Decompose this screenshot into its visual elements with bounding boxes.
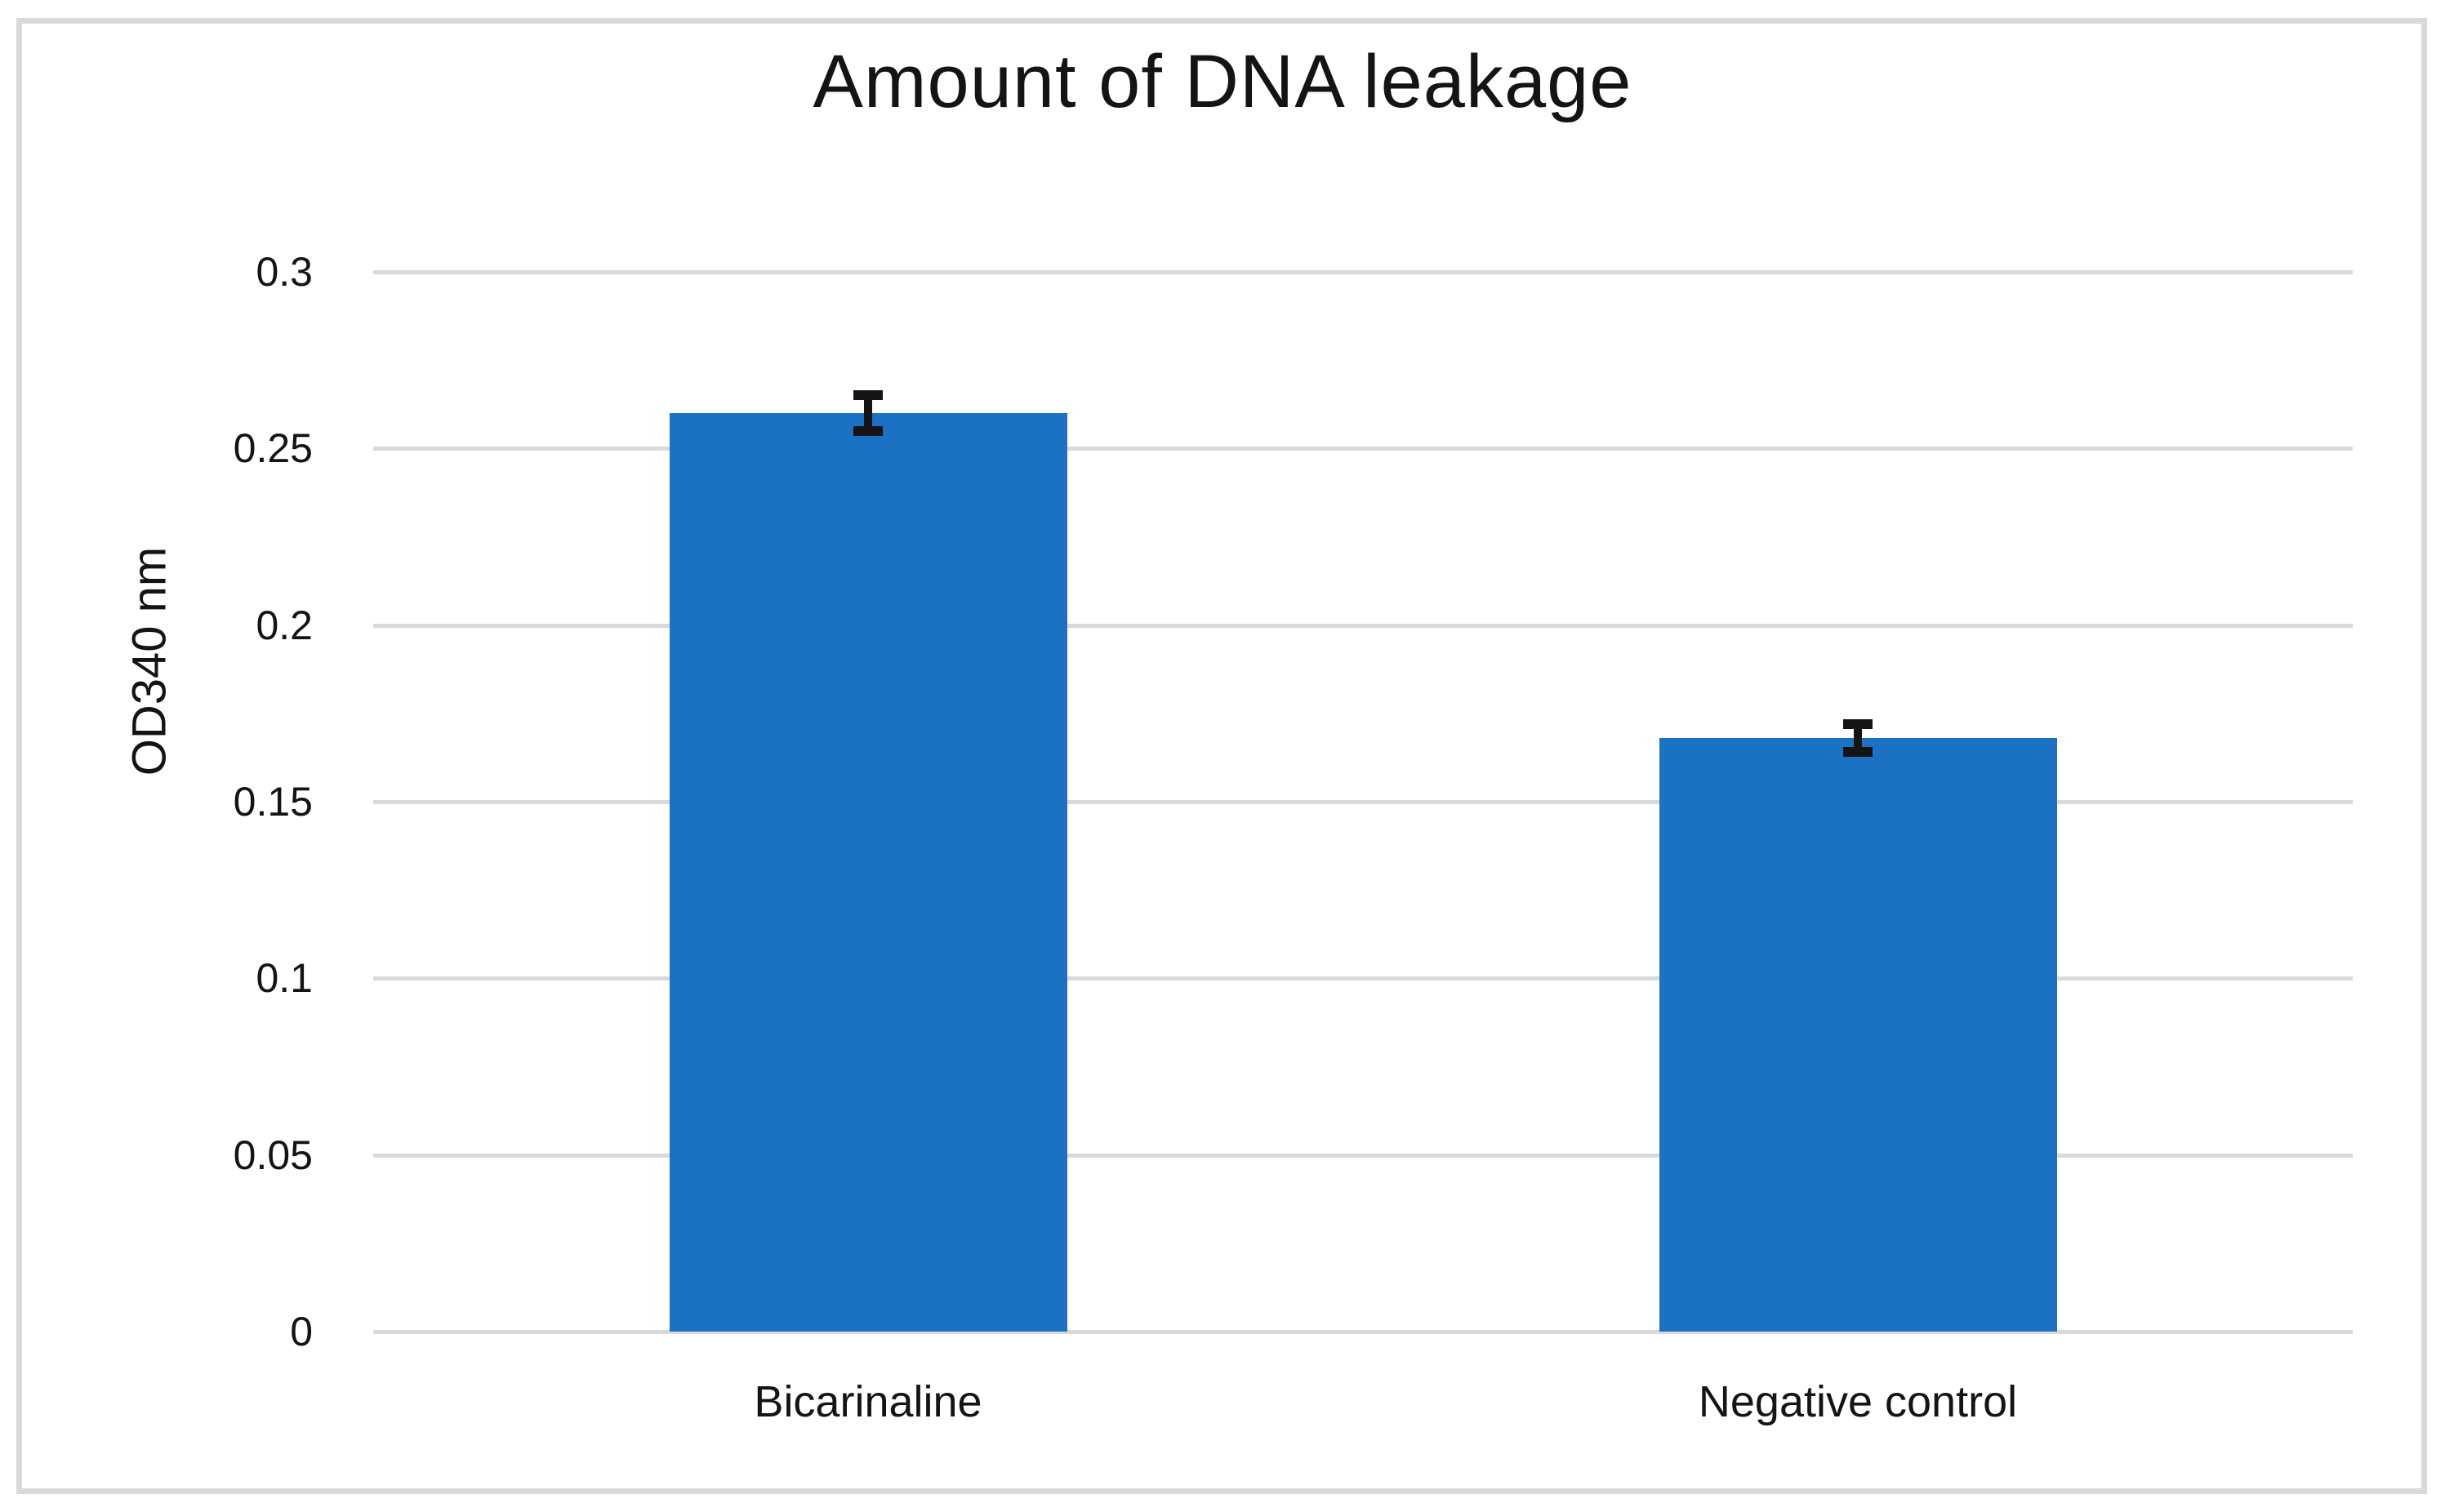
gridline-0.2	[373, 623, 2353, 628]
gridline-0.15	[373, 800, 2353, 804]
chart-title: Amount of DNA leakage	[813, 40, 1632, 123]
gridline-0	[373, 1330, 2353, 1334]
gridline-0.25	[373, 447, 2353, 451]
gridline-0.3	[373, 270, 2353, 274]
plot-area	[373, 270, 2353, 1334]
gridline-0.05	[373, 1153, 2353, 1158]
error-bar-bottom-cap-bicarinaline	[853, 425, 883, 436]
y-tick-label-0.25: 0.25	[233, 425, 313, 472]
error-bar-top-cap-bicarinaline	[853, 390, 883, 401]
y-tick-label-0.1: 0.1	[256, 955, 313, 1002]
x-category-label-negative-control: Negative control	[1698, 1377, 2018, 1426]
error-bar-bottom-cap-negative-control	[1843, 747, 1873, 758]
bar-negative-control	[1659, 738, 2057, 1332]
error-bar-line-bicarinaline	[864, 395, 872, 431]
gridline-0.1	[373, 976, 2353, 981]
figure-border	[16, 18, 2427, 1494]
error-bar-top-cap-negative-control	[1843, 718, 1873, 729]
y-tick-label-0.3: 0.3	[256, 249, 313, 295]
y-tick-label-0.15: 0.15	[233, 779, 313, 825]
y-tick-label-0: 0	[290, 1309, 313, 1354]
bar-bicarinaline	[669, 413, 1067, 1332]
y-tick-label-0.2: 0.2	[256, 602, 313, 648]
y-tick-label-0.05: 0.05	[233, 1132, 313, 1178]
error-bar-line-negative-control	[1854, 723, 1862, 753]
y-axis-title: OD340 nm	[122, 546, 176, 776]
x-category-label-bicarinaline: Bicarinaline	[754, 1377, 982, 1426]
